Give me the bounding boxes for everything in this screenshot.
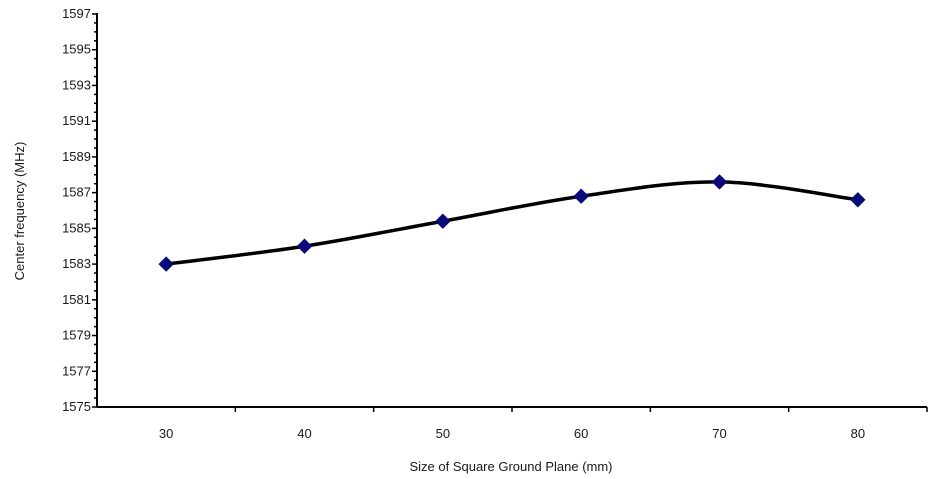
y-tick-label: 1575 xyxy=(62,399,91,414)
y-axis-title: Center frequency (MHz) xyxy=(12,142,27,281)
y-tick-label: 1587 xyxy=(62,185,91,200)
y-tick-label: 1577 xyxy=(62,363,91,378)
y-tick-label: 1589 xyxy=(62,149,91,164)
x-axis-title: Size of Square Ground Plane (mm) xyxy=(409,459,612,474)
x-tick-label: 80 xyxy=(851,426,865,441)
y-axis: 1575 1577 1579 1581 1583 1585 1587 1589 1591 1593… xyxy=(62,6,98,414)
x-tick-label: 40 xyxy=(297,426,311,441)
x-tick-label: 50 xyxy=(436,426,450,441)
x-axis: 30 40 50 60 70 80 xyxy=(97,406,928,441)
data-point-marker xyxy=(435,213,451,229)
data-point-marker xyxy=(711,174,728,190)
y-tick-label: 1585 xyxy=(62,220,91,235)
y-tick-label: 1597 xyxy=(62,6,91,21)
data-point-marker xyxy=(158,256,174,272)
x-tick-label: 60 xyxy=(574,426,588,441)
y-tick-label: 1595 xyxy=(62,42,91,57)
data-point-marker xyxy=(296,238,313,254)
data-point-marker xyxy=(573,188,589,204)
y-tick-label: 1593 xyxy=(62,77,91,92)
y-tick-label: 1581 xyxy=(62,292,91,307)
series-layer xyxy=(158,174,866,272)
y-tick-label: 1579 xyxy=(62,328,91,343)
x-tick-label: 30 xyxy=(159,426,173,441)
y-tick-label: 1591 xyxy=(62,113,91,128)
x-tick-label: 70 xyxy=(712,426,726,441)
y-tick-label: 1583 xyxy=(62,256,91,271)
data-point-marker xyxy=(850,192,866,208)
series-line xyxy=(165,180,859,266)
